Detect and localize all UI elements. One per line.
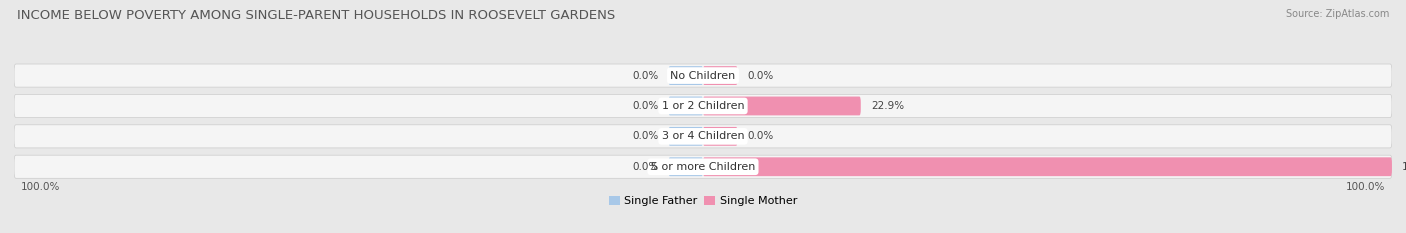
FancyBboxPatch shape <box>669 127 703 146</box>
Text: Source: ZipAtlas.com: Source: ZipAtlas.com <box>1285 9 1389 19</box>
Text: 0.0%: 0.0% <box>631 101 658 111</box>
Text: 22.9%: 22.9% <box>872 101 904 111</box>
Text: 0.0%: 0.0% <box>748 131 775 141</box>
Text: 0.0%: 0.0% <box>631 131 658 141</box>
Text: 3 or 4 Children: 3 or 4 Children <box>662 131 744 141</box>
FancyBboxPatch shape <box>703 157 1392 176</box>
Text: No Children: No Children <box>671 71 735 81</box>
Text: INCOME BELOW POVERTY AMONG SINGLE-PARENT HOUSEHOLDS IN ROOSEVELT GARDENS: INCOME BELOW POVERTY AMONG SINGLE-PARENT… <box>17 9 614 22</box>
Text: 100.0%: 100.0% <box>1402 162 1406 172</box>
FancyBboxPatch shape <box>669 66 703 85</box>
Text: 100.0%: 100.0% <box>1346 182 1385 192</box>
Text: 100.0%: 100.0% <box>21 182 60 192</box>
Text: 5 or more Children: 5 or more Children <box>651 162 755 172</box>
FancyBboxPatch shape <box>14 64 1392 87</box>
FancyBboxPatch shape <box>703 96 860 115</box>
FancyBboxPatch shape <box>14 155 1392 178</box>
FancyBboxPatch shape <box>14 94 1392 117</box>
FancyBboxPatch shape <box>703 127 738 146</box>
Text: 0.0%: 0.0% <box>631 71 658 81</box>
Text: 0.0%: 0.0% <box>631 162 658 172</box>
Text: 0.0%: 0.0% <box>748 71 775 81</box>
FancyBboxPatch shape <box>703 66 738 85</box>
Text: 1 or 2 Children: 1 or 2 Children <box>662 101 744 111</box>
FancyBboxPatch shape <box>669 157 703 176</box>
FancyBboxPatch shape <box>669 96 703 115</box>
Legend: Single Father, Single Mother: Single Father, Single Mother <box>605 192 801 211</box>
FancyBboxPatch shape <box>14 125 1392 148</box>
